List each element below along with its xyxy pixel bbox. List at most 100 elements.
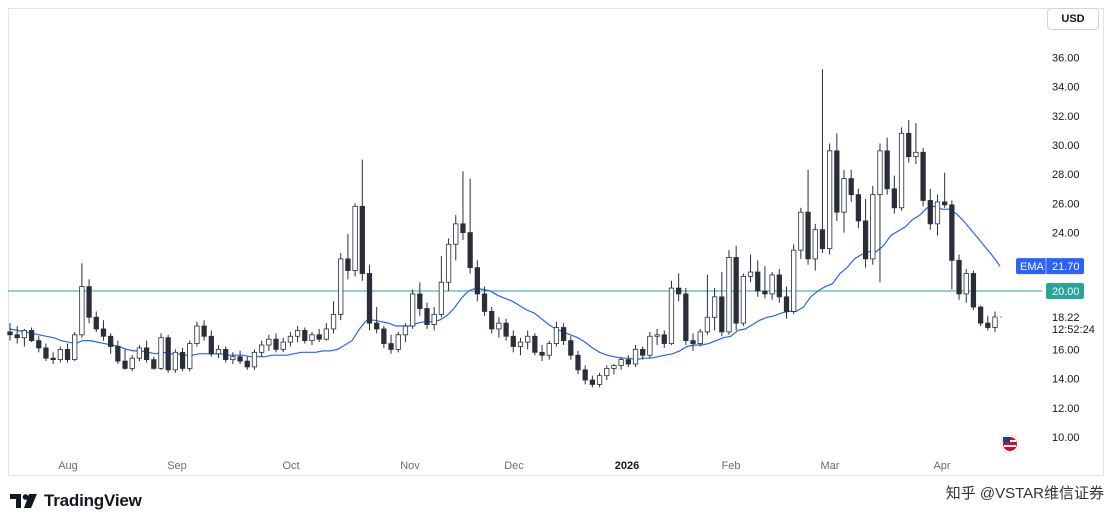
- candle-body: [992, 316, 998, 328]
- candle-body: [661, 334, 667, 344]
- tradingview-brand: TradingView: [44, 491, 142, 510]
- candle-body: [942, 201, 948, 206]
- ema-tag: [1016, 258, 1084, 275]
- candle-body: [467, 232, 473, 269]
- candle-body: [870, 194, 876, 260]
- candle-body: [208, 335, 214, 355]
- candle-body: [381, 328, 387, 344]
- x-tick-label: Aug: [58, 460, 78, 472]
- y-tick-label: 16.00: [1052, 344, 1080, 356]
- candles-group: [7, 69, 998, 388]
- x-tick-label: Oct: [282, 460, 299, 472]
- candle-body: [287, 335, 294, 343]
- candle-body: [582, 369, 588, 381]
- y-tick-label: 30.00: [1052, 140, 1080, 152]
- candle-body: [898, 132, 905, 209]
- candle-body: [136, 347, 143, 359]
- candle-body: [891, 188, 897, 209]
- candle-body: [589, 379, 596, 385]
- candle-body: [625, 359, 631, 365]
- y-tick-label: 32.00: [1052, 111, 1080, 123]
- tradingview-logo[interactable]: TradingView: [10, 491, 142, 511]
- candle-body: [711, 296, 718, 318]
- last-price-value: 18.22: [1052, 312, 1080, 324]
- candle-body: [755, 271, 761, 292]
- candle-body: [431, 313, 437, 325]
- candle-body: [949, 204, 955, 261]
- price-chart[interactable]: 36.00 34.00 32.00 30.00 28.00 26.00 24.00 20.00…: [0, 0, 1112, 480]
- candle-body: [201, 325, 207, 337]
- x-tick-label: Apr: [933, 460, 950, 472]
- candle-body: [43, 347, 49, 359]
- level-tag: [1046, 283, 1084, 299]
- y-tick-label: 36.00: [1052, 52, 1080, 64]
- candle-body: [877, 150, 883, 196]
- candle-body: [223, 348, 229, 361]
- candle-body: [553, 327, 560, 344]
- candle-body: [366, 273, 373, 324]
- candle-body: [280, 341, 286, 350]
- candle-body: [395, 334, 401, 350]
- candle-body: [956, 259, 962, 295]
- candle-body: [230, 356, 236, 361]
- candle-body: [294, 330, 301, 337]
- tradingview-logo-icon: [10, 494, 37, 508]
- candle-body: [481, 293, 488, 312]
- candle-body: [352, 205, 358, 271]
- candle-body: [740, 275, 746, 324]
- candle-body: [510, 335, 516, 347]
- candle-body: [697, 331, 703, 344]
- candle-body: [769, 274, 775, 295]
- candle-body: [179, 351, 186, 369]
- currency-button[interactable]: USD: [1047, 8, 1099, 30]
- candle-body: [848, 178, 854, 196]
- candle-body: [21, 330, 28, 339]
- candle-body: [611, 365, 617, 369]
- ema-tag-value: 21.70: [1052, 261, 1080, 273]
- candle-body: [525, 335, 531, 343]
- x-tick-label: Nov: [400, 460, 420, 472]
- candle-body: [460, 223, 466, 233]
- candle-body: [323, 328, 329, 340]
- candle-body: [668, 287, 675, 344]
- candle-body: [532, 335, 538, 353]
- candle-body: [733, 257, 739, 324]
- candle-body: [374, 322, 380, 330]
- candle-body: [14, 334, 20, 339]
- candle-body: [417, 293, 423, 309]
- candle-body: [906, 132, 912, 158]
- candle-body: [827, 150, 833, 250]
- chart-frame[interactable]: [8, 8, 1104, 476]
- candle-body: [251, 351, 258, 368]
- candle-body: [568, 340, 574, 356]
- candle-body: [330, 313, 337, 330]
- candle-body: [798, 211, 804, 251]
- candle-body: [438, 281, 445, 315]
- candle-body: [575, 354, 581, 371]
- candle-body: [338, 258, 344, 315]
- candle-body: [654, 334, 660, 337]
- candle-body: [791, 249, 797, 312]
- candle-body: [388, 343, 394, 350]
- candle-body: [409, 293, 416, 327]
- candle-body: [143, 347, 150, 361]
- candle-body: [36, 340, 42, 349]
- candle-body: [747, 271, 754, 277]
- y-tick-label: 10.00: [1052, 432, 1080, 444]
- candle-body: [640, 348, 646, 356]
- candle-body: [79, 286, 85, 336]
- x-axis: Aug Sep Oct Nov Dec 2026 Feb Mar Apr: [58, 460, 951, 472]
- candle-body: [762, 290, 768, 295]
- candle-body: [309, 334, 315, 342]
- candle-body: [560, 327, 567, 342]
- candle-body: [64, 348, 71, 361]
- y-tick-label: 12.00: [1052, 403, 1080, 415]
- y-tick-label: 28.00: [1052, 169, 1080, 181]
- candle-body: [359, 205, 365, 274]
- y-tick-label: 14.00: [1052, 374, 1080, 386]
- candle-body: [453, 223, 459, 245]
- candle-body: [50, 357, 56, 361]
- ema-tag-name: EMA: [1020, 261, 1045, 273]
- candle-body: [187, 343, 193, 369]
- candle-body: [244, 360, 250, 368]
